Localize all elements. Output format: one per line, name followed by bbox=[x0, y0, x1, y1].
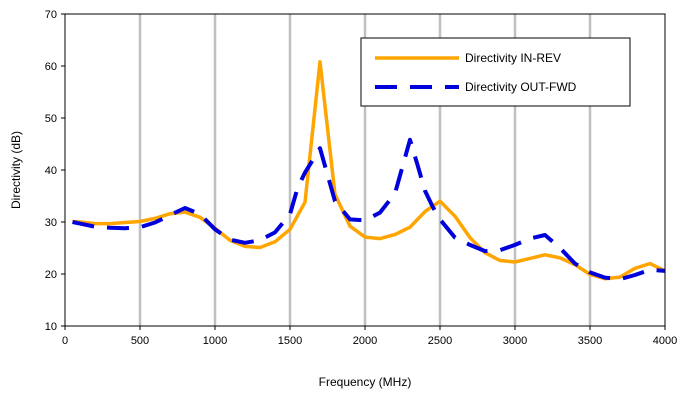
y-tick-label-70: 70 bbox=[45, 9, 57, 21]
y-tick-label-50: 50 bbox=[45, 113, 57, 125]
x-tick-labels: 0 500 1000 1500 2000 2500 3000 3500 4000 bbox=[62, 335, 677, 347]
x-tick-label-0: 0 bbox=[62, 335, 68, 347]
y-tick-label-30: 30 bbox=[45, 217, 57, 229]
y-tick-label-20: 20 bbox=[45, 269, 57, 281]
y-tick-label-10: 10 bbox=[45, 321, 57, 333]
series-layer bbox=[72, 60, 666, 282]
x-tick-label-3500: 3500 bbox=[578, 335, 602, 347]
y-tick-label-40: 40 bbox=[45, 165, 57, 177]
x-tick-label-2500: 2500 bbox=[428, 335, 452, 347]
y-axis-title: Directivity (dB) bbox=[9, 131, 23, 209]
legend-label-in-rev: Directivity IN-REV bbox=[465, 51, 561, 65]
axis-ticks bbox=[61, 13, 666, 330]
x-tick-label-2000: 2000 bbox=[353, 335, 377, 347]
series-line-out-fwd bbox=[72, 137, 666, 282]
legend-label-out-fwd: Directivity OUT-FWD bbox=[465, 80, 577, 94]
x-tick-label-4000: 4000 bbox=[653, 335, 677, 347]
x-tick-label-500: 500 bbox=[131, 335, 149, 347]
y-tick-label-60: 60 bbox=[45, 61, 57, 73]
series-line-in-rev bbox=[72, 60, 666, 281]
legend: Directivity IN-REV Directivity OUT-FWD bbox=[360, 37, 631, 107]
x-tick-label-3000: 3000 bbox=[503, 335, 527, 347]
y-tick-labels: 10 20 30 40 50 60 70 bbox=[45, 9, 57, 333]
legend-box bbox=[360, 37, 631, 107]
x-tick-label-1500: 1500 bbox=[278, 335, 302, 347]
x-axis-title: Frequency (MHz) bbox=[319, 375, 412, 389]
x-tick-label-1000: 1000 bbox=[203, 335, 227, 347]
